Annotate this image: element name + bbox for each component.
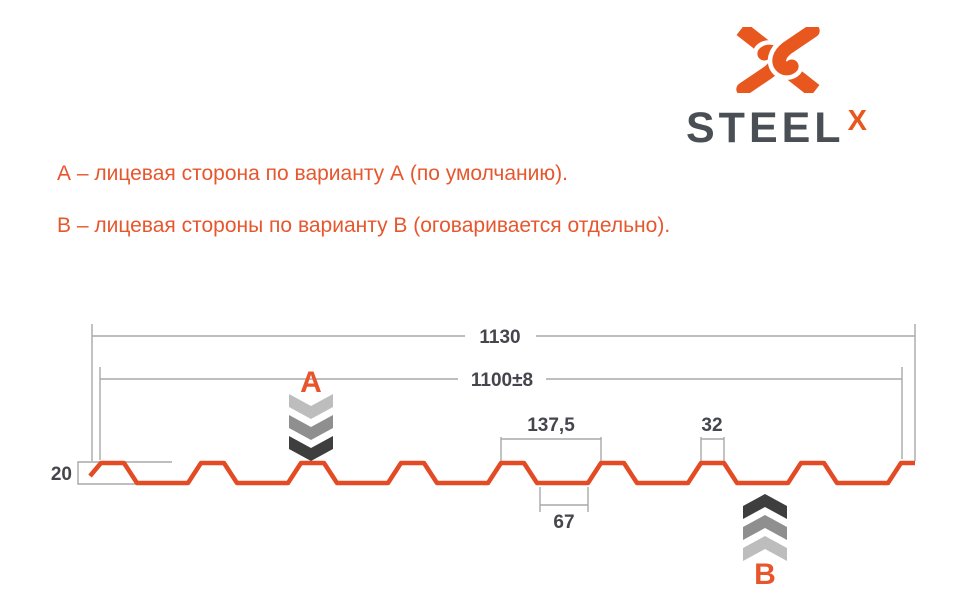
profile-sheet-outline — [88, 460, 915, 486]
dimension-bracket — [539, 487, 589, 512]
chevron-up-icon — [743, 494, 787, 519]
logo-hook-top-right — [772, 27, 820, 76]
chevron-down-icon — [289, 394, 333, 419]
dimension-value-rib-bottom-width: 67 — [553, 512, 574, 533]
chevron-up-icon — [743, 515, 787, 540]
dimension-value-cover-width: 1100±8 — [471, 370, 533, 391]
dimension-value-rib-top-width: 32 — [701, 415, 722, 436]
chevron-down-icon — [289, 436, 333, 461]
steel-x-logo-icon — [732, 27, 824, 93]
logo-brand-text: STEEL — [686, 104, 845, 152]
dimension-value-rib-pitch: 137,5 — [527, 415, 575, 436]
dimension-rib-top-width: 32 — [700, 415, 725, 461]
logo: STEEL X — [680, 20, 910, 153]
dimension-bracket — [500, 437, 602, 461]
logo-wordmark: STEEL X — [686, 104, 910, 153]
dimension-cover-width: 1100±8 — [99, 367, 903, 460]
profile-drawing: 1130 1100±8 137,5 32 67 20 — [51, 324, 916, 591]
side-b-marker: В — [743, 494, 787, 591]
chevron-down-icon — [289, 415, 333, 440]
logo-brand-sup-x: X — [847, 105, 867, 137]
legend-line-a: А – лицевая сторона по варианту А (по ум… — [57, 162, 568, 185]
dimension-overall-width: 1130 — [91, 324, 916, 461]
dimension-value-overall-width: 1130 — [479, 327, 520, 348]
legend-line-b: В – лицевая стороны по варианту В (огова… — [57, 214, 671, 237]
side-a-marker: А — [289, 366, 333, 461]
dimension-value-profile-height: 20 — [51, 464, 72, 485]
chevron-up-icon — [743, 536, 787, 561]
side-b-letter: В — [754, 558, 776, 591]
side-a-letter: А — [300, 366, 322, 399]
dimension-rib-bottom-width: 67 — [539, 487, 589, 533]
dimension-bracket — [700, 437, 725, 461]
dimension-rib-pitch: 137,5 — [500, 415, 602, 461]
